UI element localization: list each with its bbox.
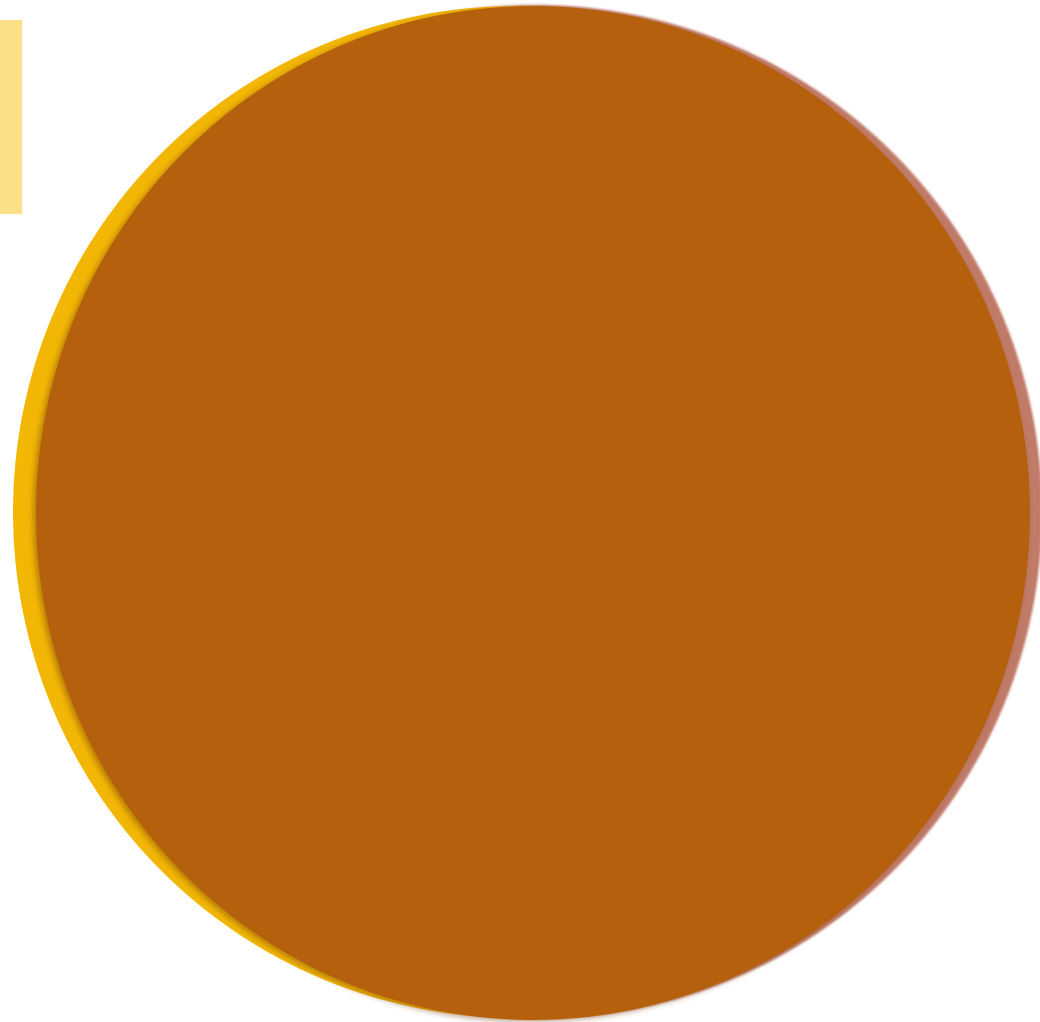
- side-tab: [0, 20, 22, 214]
- disc-front: [36, 6, 1030, 1020]
